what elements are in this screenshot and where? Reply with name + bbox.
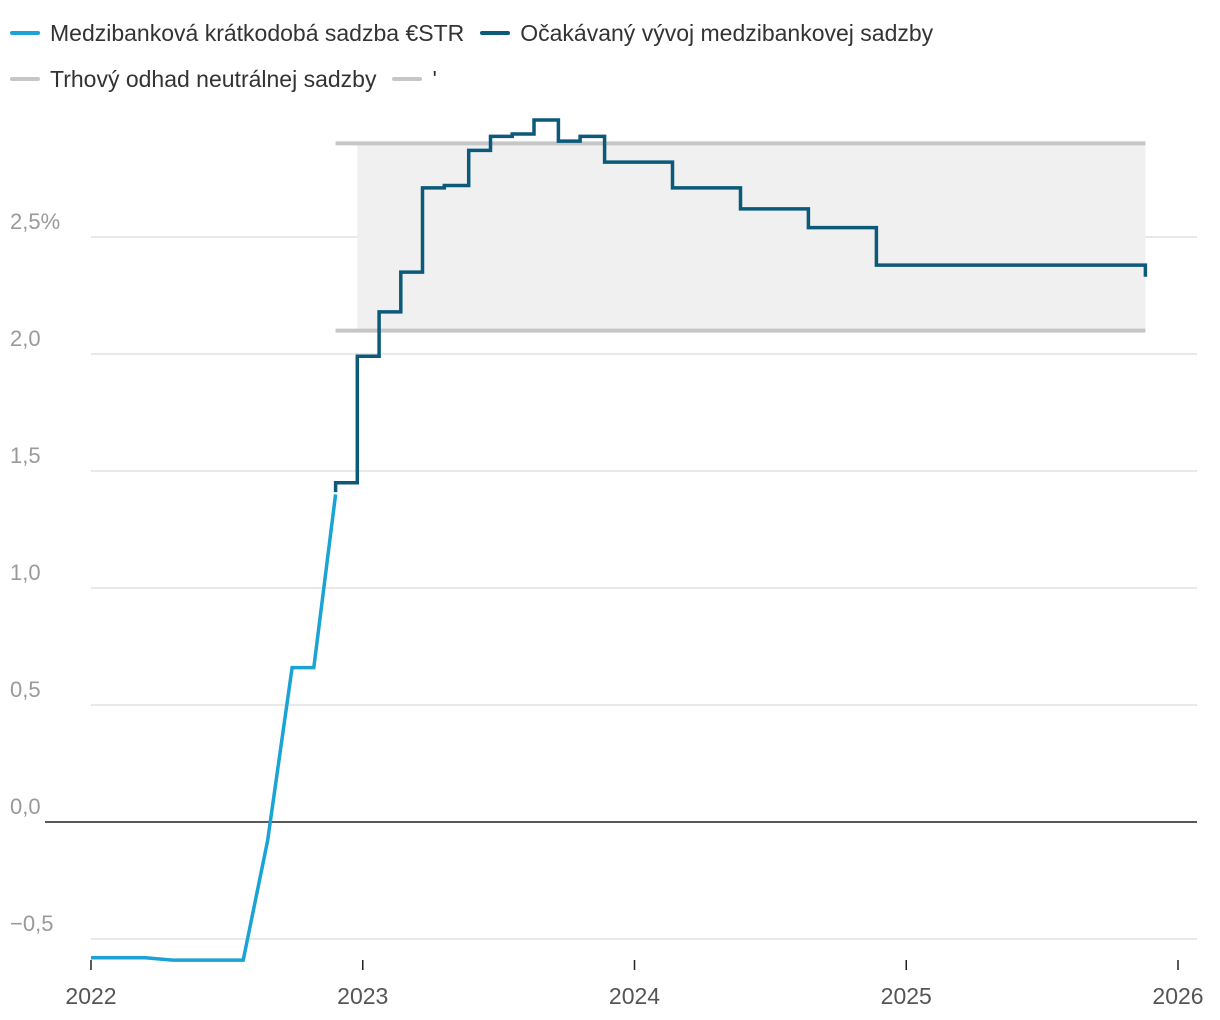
- y-tick-label: 2,0: [10, 326, 41, 351]
- y-tick-label: 0,5: [10, 677, 41, 702]
- legend-swatch-expected: [480, 31, 511, 35]
- legend-item-expected: Očakávaný vývoj medzibankovej sadzby: [480, 20, 933, 47]
- neutral-rate-range: [335, 141, 1146, 333]
- legend-item-apostrophe: ': [392, 65, 437, 93]
- legend-label-apostrophe: ': [432, 65, 437, 92]
- y-axis-tick-labels: −0,5 0,0 0,5 1,0 1,5 2,0 2,5%: [10, 209, 60, 936]
- y-tick-label: 1,5: [10, 443, 41, 468]
- y-tick-label: −0,5: [10, 911, 53, 936]
- legend-row-2: Trhový odhad neutrálnej sadzby ': [10, 60, 1200, 98]
- legend-swatch-estr: [10, 31, 40, 35]
- series-line-estr: [91, 494, 338, 962]
- x-tick-label: 2025: [881, 983, 932, 1009]
- y-tick-label: 2,5%: [10, 209, 60, 234]
- x-axis: 2022 2023 2024 2025 2026: [65, 960, 1204, 1009]
- legend-label-neutral: Trhový odhad neutrálnej sadzby: [50, 65, 377, 92]
- y-tick-label: 0,0: [10, 794, 41, 819]
- legend-item-estr: Medzibanková krátkodobá sadzba €STR: [10, 20, 464, 47]
- legend: Medzibanková krátkodobá sadzba €STR Očak…: [10, 14, 1200, 106]
- grid-lines: [45, 236, 1197, 940]
- legend-label-expected: Očakávaný vývoj medzibankovej sadzby: [520, 19, 934, 46]
- legend-row-1: Medzibanková krátkodobá sadzba €STR Očak…: [10, 14, 1200, 52]
- legend-swatch-apostrophe: [392, 77, 423, 81]
- y-tick-label: 1,0: [10, 560, 41, 585]
- legend-item-neutral: Trhový odhad neutrálnej sadzby: [10, 66, 376, 93]
- legend-label-estr: Medzibanková krátkodobá sadzba €STR: [50, 19, 465, 46]
- series-lines: [91, 118, 1148, 962]
- series-line-expected: [333, 118, 1148, 493]
- x-tick-label: 2022: [65, 983, 116, 1009]
- neutral-rate-band: [357, 143, 1146, 331]
- x-tick-label: 2026: [1152, 983, 1203, 1009]
- x-tick-label: 2023: [337, 983, 388, 1009]
- x-tick-label: 2024: [609, 983, 660, 1009]
- legend-swatch-neutral: [10, 77, 40, 81]
